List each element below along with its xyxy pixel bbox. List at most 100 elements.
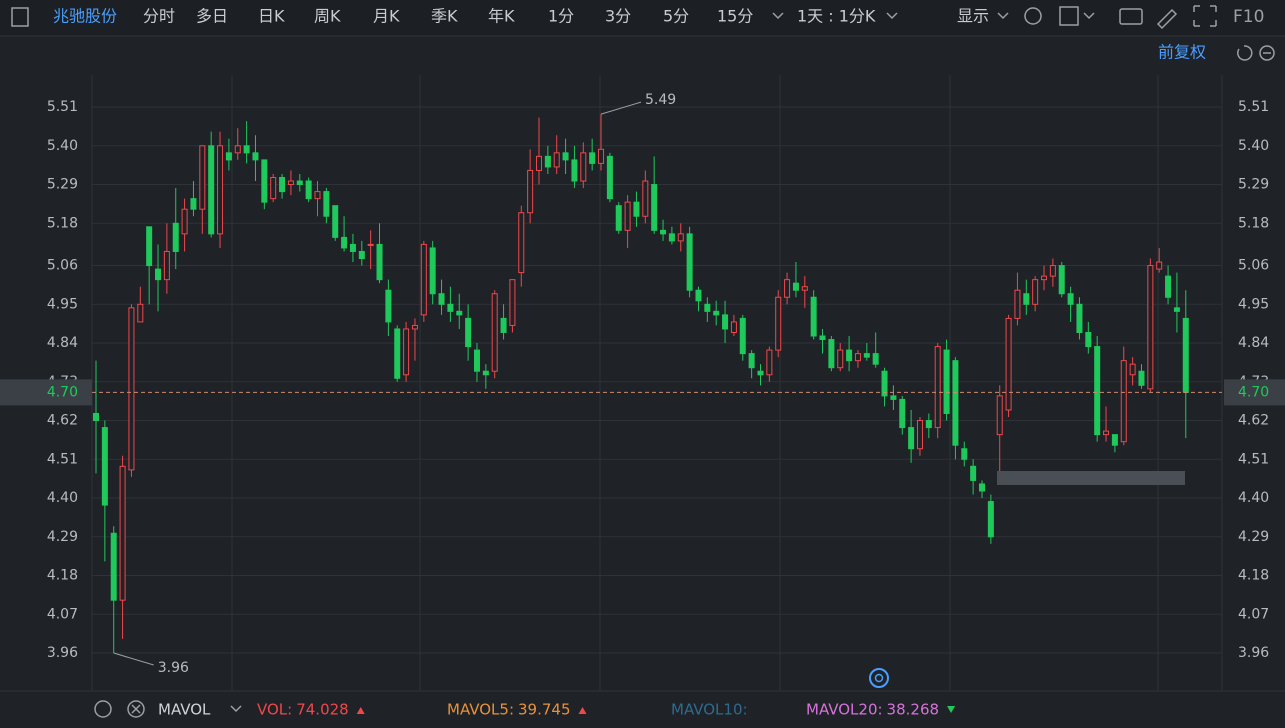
display-chevron[interactable] [997,12,1009,20]
last-price-label: 4.70 [1238,384,1269,400]
checkbox-chevron[interactable] [1083,12,1095,20]
settings-icon[interactable] [1024,7,1042,25]
candle-body [979,483,985,492]
y2-tick-label: 5.29 [1238,177,1269,193]
candle-body [819,335,826,341]
candle-body [668,233,675,242]
candle-body [934,346,941,429]
candle-body [252,152,259,161]
period-tab[interactable]: 分时 [143,7,175,26]
fullscreen-icon[interactable] [1193,5,1217,27]
candle-body [1111,434,1118,446]
y2-tick-label: 4.29 [1238,529,1269,545]
candle-body [199,145,206,210]
candle-body [642,180,649,217]
high-leader [600,101,642,115]
candle-body [766,349,773,376]
candle-body [1165,275,1172,298]
candle-body [1058,265,1065,295]
display-menu[interactable]: 显示 [957,7,989,26]
period-tab[interactable]: 季K [431,7,458,26]
camera-icon[interactable] [1119,8,1143,25]
adjust-mode[interactable]: 前复权 [1158,43,1206,62]
period-tab[interactable]: 15分 [717,7,753,26]
y2-tick-label: 5.06 [1238,258,1269,274]
candle-body [606,155,613,200]
period-tab[interactable]: 周K [314,7,341,26]
candle-body [1005,317,1012,411]
sidebar-toggle[interactable] [11,7,29,27]
candle-body [1076,303,1083,333]
indicator-close-x [131,704,141,714]
period-tab[interactable]: 多日 [196,7,228,26]
candle-body [536,155,542,171]
candle-body [1182,317,1189,393]
candle-body [1138,370,1145,386]
candle-body [846,349,853,362]
period-chevron[interactable] [886,12,898,20]
reset-icon[interactable] [1237,45,1253,61]
candle-body [775,296,782,351]
trend-down [947,706,956,713]
period-select[interactable]: 1天 : 1分K [797,7,876,26]
period-tab[interactable]: 1分 [548,7,574,26]
stock-name[interactable]: 兆驰股份 [53,7,117,26]
candle-body [163,250,170,281]
candle-body [155,268,162,281]
candle-body [553,152,560,168]
candle-body [704,303,711,312]
low-annotation: 3.96 [158,660,189,676]
candle-body [234,145,241,154]
zoom-out-icon[interactable] [1259,45,1275,61]
period-tab[interactable]: 5分 [663,7,689,26]
candle-body [739,317,746,355]
indicator-name[interactable]: MAVOL [158,701,211,719]
period-tab[interactable]: 月K [373,7,400,26]
candle-body [385,289,392,323]
plot: 3.96 3.96 4.07 4.07 4.18 4.18 4.29 4.29 4.40 4.40… [0,92,1285,676]
locate-icon[interactable] [869,668,889,688]
candle-body [633,201,640,217]
candle-body [996,395,1003,436]
candle-body [146,226,153,267]
more-chevron[interactable] [772,12,784,20]
candle-body [296,180,303,186]
y-tick-label: 4.29 [47,529,78,545]
candle-body [287,180,294,186]
candle-body [270,177,277,200]
y-tick-label: 4.40 [47,490,78,506]
candle-body [1147,265,1154,390]
candle-body [961,448,968,460]
candle-body [119,465,126,601]
candle-body [1156,261,1163,270]
f10-button[interactable]: F10 [1233,7,1264,27]
y-tick-label: 4.95 [47,296,78,312]
last-price-box [0,379,92,406]
checkbox-icon[interactable] [1059,6,1079,26]
candle-body [784,279,791,298]
period-tab[interactable]: 日K [258,7,285,26]
candle-body [881,370,888,397]
candle-body [1041,275,1048,281]
period-tab[interactable]: 3分 [605,7,631,26]
indicator-label: MAVOL20: [806,701,883,719]
indicator-settings[interactable] [94,700,112,718]
indicator-value: 74.028 [296,701,349,719]
candle-body [695,289,702,302]
indicator-chevron[interactable] [230,705,242,713]
candle-body [899,398,906,429]
period-tab[interactable]: 年K [488,7,515,26]
indicator-legend: VOL: 74.028 MAVOL5: 39.745 MAVOL10: MAVOL20: 3… [257,701,956,719]
y2-tick-label: 4.84 [1238,335,1269,351]
indicator-close[interactable] [127,700,145,718]
y2-tick-label: 5.51 [1238,99,1269,115]
candle-body [615,205,622,231]
indicator-label: MAVOL5: [447,701,514,719]
candle-body [172,222,179,252]
candle-body [456,310,463,316]
candle-body [190,198,197,210]
candle-body [341,236,348,249]
draw-icon[interactable] [1156,8,1178,30]
candle-body [660,229,667,235]
candle-body [473,349,480,372]
